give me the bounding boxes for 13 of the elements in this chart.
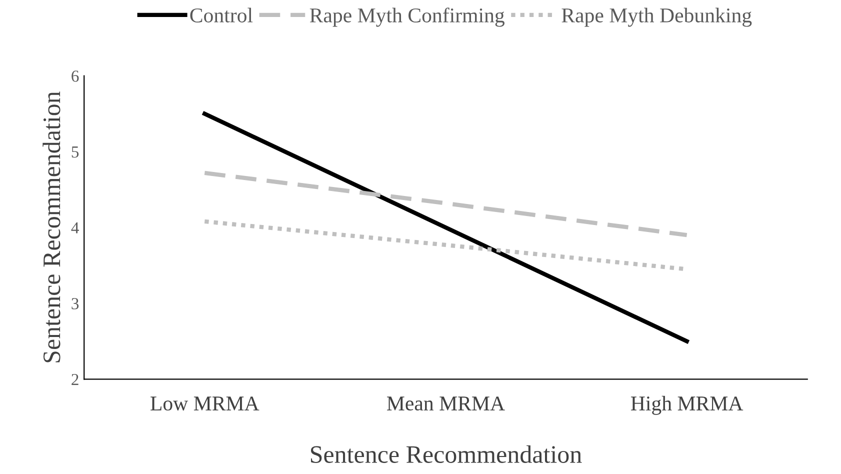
legend-label: Rape Myth Debunking xyxy=(562,8,752,27)
y-axis-title: Sentence Recommendation xyxy=(42,91,60,362)
y-tick-label: 4 xyxy=(71,222,79,234)
y-tick-label: 2 xyxy=(72,374,78,385)
y-tick-label: 5 xyxy=(72,146,79,158)
y-tick-label: 3 xyxy=(72,298,79,310)
y-tick-label: 6 xyxy=(72,70,79,82)
legend-label: Control xyxy=(190,8,253,22)
x-axis-title: Sentence Recommendation xyxy=(310,445,582,463)
x-tick-label: Mean MRMA xyxy=(387,396,505,411)
x-tick-label: High MRMA xyxy=(630,396,744,415)
legend-label: Rape Myth Confirming xyxy=(310,8,504,27)
x-tick-label: Low MRMA xyxy=(150,396,260,411)
